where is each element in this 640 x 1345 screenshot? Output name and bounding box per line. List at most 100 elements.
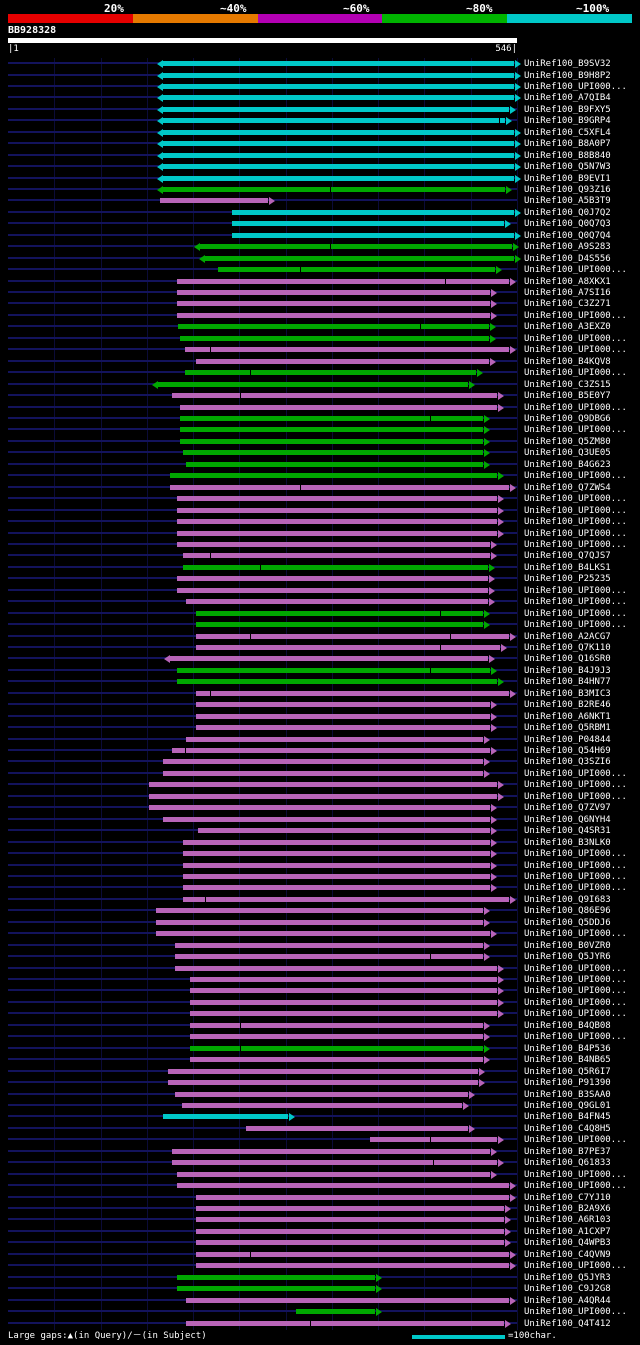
hit-label[interactable]: UniRef100_UPI000... — [524, 345, 627, 356]
alignment-bar[interactable] — [183, 873, 490, 879]
hit-label[interactable]: UniRef100_Q9DBG6 — [524, 413, 611, 424]
alignment-bar[interactable] — [196, 713, 490, 719]
alignment-bar[interactable] — [177, 679, 497, 685]
hit-label[interactable]: UniRef100_Q4WPB3 — [524, 1238, 611, 1249]
hit-label[interactable]: UniRef100_Q5RBM1 — [524, 723, 611, 734]
hit-label[interactable]: UniRef100_Q5R6I7 — [524, 1066, 611, 1077]
alignment-bar[interactable] — [163, 152, 514, 158]
hit-label[interactable]: UniRef100_A7QIB4 — [524, 93, 611, 104]
alignment-bar[interactable] — [163, 95, 514, 101]
hit-label[interactable]: UniRef100_UPI000... — [524, 871, 627, 882]
hit-label[interactable]: UniRef100_B0VZR0 — [524, 940, 611, 951]
hit-label[interactable]: UniRef100_UPI000... — [524, 1169, 627, 1180]
alignment-bar[interactable] — [196, 610, 483, 616]
alignment-bar[interactable] — [196, 1217, 504, 1223]
alignment-bar[interactable] — [196, 622, 483, 627]
hit-label[interactable]: UniRef100_C4QVN9 — [524, 1249, 611, 1260]
alignment-bar[interactable] — [156, 919, 483, 925]
hit-label[interactable]: UniRef100_UPI000... — [524, 310, 627, 321]
alignment-bar[interactable] — [163, 1114, 288, 1120]
alignment-bar[interactable] — [198, 828, 490, 834]
alignment-bar[interactable] — [190, 1022, 483, 1028]
hit-label[interactable]: UniRef100_Q16SR0 — [524, 654, 611, 665]
alignment-bar[interactable] — [246, 1125, 468, 1131]
hit-label[interactable]: UniRef100_Q5JYR6 — [524, 952, 611, 963]
alignment-bar[interactable] — [177, 1286, 375, 1292]
hit-label[interactable]: UniRef100_B4FN45 — [524, 1112, 611, 1123]
alignment-bar[interactable] — [232, 232, 514, 238]
alignment-bar[interactable] — [205, 255, 514, 261]
alignment-bar[interactable] — [370, 1137, 497, 1143]
alignment-bar[interactable] — [186, 599, 488, 605]
alignment-bar[interactable] — [163, 72, 514, 78]
hit-label[interactable]: UniRef100_UPI000... — [524, 768, 627, 779]
alignment-bar[interactable] — [163, 83, 514, 89]
hit-label[interactable]: UniRef100_UPI000... — [524, 81, 627, 92]
alignment-bar[interactable] — [196, 1194, 509, 1200]
hit-label[interactable]: UniRef100_A6R103 — [524, 1215, 611, 1226]
hit-label[interactable]: UniRef100_Q7ZWS4 — [524, 482, 611, 493]
hit-label[interactable]: UniRef100_A9S283 — [524, 242, 611, 253]
alignment-bar[interactable] — [183, 839, 490, 845]
alignment-bar[interactable] — [163, 141, 514, 147]
alignment-bar[interactable] — [177, 496, 497, 502]
hit-label[interactable]: UniRef100_UPI000... — [524, 860, 627, 871]
hit-label[interactable]: UniRef100_UPI000... — [524, 975, 627, 985]
alignment-bar[interactable] — [232, 221, 504, 227]
hit-label[interactable]: UniRef100_UPI000... — [524, 528, 627, 539]
alignment-bar[interactable] — [160, 198, 268, 204]
hit-label[interactable]: UniRef100_A7SI16 — [524, 288, 611, 298]
hit-label[interactable]: UniRef100_B4LKS1 — [524, 562, 611, 573]
hit-label[interactable]: UniRef100_UPI000... — [524, 265, 627, 276]
alignment-bar[interactable] — [200, 244, 512, 250]
hit-label[interactable]: UniRef100_UPI000... — [524, 780, 627, 791]
hit-label[interactable]: UniRef100_Q5N7W3 — [524, 162, 611, 173]
hit-label[interactable]: UniRef100_Q7QJS7 — [524, 551, 611, 562]
alignment-bar[interactable] — [186, 461, 483, 467]
alignment-bar[interactable] — [180, 427, 483, 433]
alignment-bar[interactable] — [177, 1274, 375, 1280]
alignment-bar[interactable] — [183, 553, 490, 559]
alignment-bar[interactable] — [196, 1263, 509, 1269]
alignment-bar[interactable] — [163, 106, 509, 112]
alignment-bar[interactable] — [170, 473, 497, 479]
hit-label[interactable]: UniRef100_B3SAA0 — [524, 1089, 611, 1100]
hit-label[interactable]: UniRef100_B4NB65 — [524, 1055, 611, 1066]
alignment-bar[interactable] — [196, 644, 500, 650]
hit-label[interactable]: UniRef100_UPI000... — [524, 425, 627, 436]
hit-label[interactable]: UniRef100_B9EVI1 — [524, 173, 611, 184]
hit-label[interactable]: UniRef100_UPI000... — [524, 1032, 627, 1043]
alignment-bar[interactable] — [190, 999, 497, 1005]
hit-label[interactable]: UniRef100_B8B840 — [524, 150, 611, 161]
hit-label[interactable]: UniRef100_UPI000... — [524, 402, 627, 413]
alignment-bar[interactable] — [177, 507, 497, 513]
hit-label[interactable]: UniRef100_Q9GL01 — [524, 1101, 611, 1111]
alignment-bar[interactable] — [177, 290, 490, 295]
alignment-bar[interactable] — [168, 1080, 478, 1085]
hit-label[interactable]: UniRef100_Q5ZM80 — [524, 436, 611, 447]
alignment-bar[interactable] — [177, 312, 490, 318]
alignment-bar[interactable] — [168, 1068, 478, 1074]
hit-label[interactable]: UniRef100_B9H8P2 — [524, 70, 611, 81]
alignment-bar[interactable] — [175, 1091, 468, 1097]
alignment-bar[interactable] — [156, 931, 490, 937]
alignment-bar[interactable] — [180, 415, 483, 421]
alignment-bar[interactable] — [190, 1057, 483, 1063]
hit-label[interactable]: UniRef100_Q3UE05 — [524, 448, 611, 459]
alignment-bar[interactable] — [183, 851, 490, 856]
hit-label[interactable]: UniRef100_UPI000... — [524, 585, 627, 596]
hit-label[interactable]: UniRef100_B3NLK0 — [524, 837, 611, 848]
alignment-bar[interactable] — [172, 393, 497, 398]
alignment-bar[interactable] — [180, 335, 489, 341]
hit-label[interactable]: UniRef100_Q54H69 — [524, 746, 611, 756]
alignment-bar[interactable] — [172, 1148, 490, 1154]
alignment-bar[interactable] — [185, 347, 509, 353]
hit-label[interactable]: UniRef100_UPI000... — [524, 997, 627, 1008]
hit-label[interactable]: UniRef100_UPI000... — [524, 539, 627, 550]
hit-label[interactable]: UniRef100_UPI000... — [524, 517, 627, 527]
alignment-bar[interactable] — [158, 381, 468, 387]
hit-label[interactable]: UniRef100_UPI000... — [524, 620, 627, 630]
alignment-bar[interactable] — [156, 908, 483, 914]
alignment-bar[interactable] — [196, 725, 490, 731]
hit-label[interactable]: UniRef100_A3EXZ0 — [524, 322, 611, 333]
